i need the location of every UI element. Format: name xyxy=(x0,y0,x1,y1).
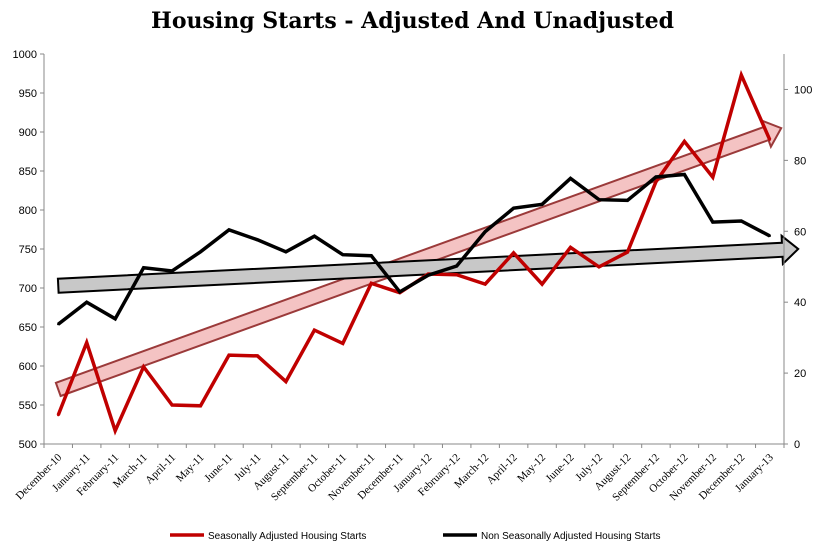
legend-label: Seasonally Adjusted Housing Starts xyxy=(208,531,366,542)
left-tick-label: 900 xyxy=(19,127,37,139)
data-point xyxy=(341,342,345,345)
data-point xyxy=(313,328,316,332)
data-point xyxy=(199,250,202,254)
data-point xyxy=(284,250,288,254)
right-tick-label: 80 xyxy=(794,155,806,167)
chart-title: Housing Starts - Adjusted And Unadjusted xyxy=(151,8,674,34)
trend-arrow xyxy=(56,233,800,294)
x-tick-label: June-12 xyxy=(544,452,577,485)
data-point xyxy=(683,140,686,143)
data-point xyxy=(654,175,658,179)
data-point xyxy=(483,230,487,233)
data-point xyxy=(142,266,145,269)
data-point xyxy=(569,246,572,249)
data-point xyxy=(313,235,316,238)
right-tick-label: 20 xyxy=(794,368,806,380)
series-line xyxy=(57,172,771,326)
data-point xyxy=(227,228,231,232)
data-point xyxy=(199,404,202,407)
data-point xyxy=(455,264,458,268)
x-tick-label: May-12 xyxy=(515,452,548,485)
right-tick-label: 60 xyxy=(794,226,806,238)
data-point xyxy=(711,220,715,224)
data-point xyxy=(455,273,458,276)
x-tick-label: June-11 xyxy=(202,452,235,485)
data-point xyxy=(85,300,88,304)
right-tick-label: 100 xyxy=(794,84,812,96)
data-point xyxy=(597,198,601,201)
data-point xyxy=(540,282,544,286)
data-point xyxy=(341,253,345,256)
trend-arrow xyxy=(54,118,783,398)
data-point xyxy=(57,322,60,326)
data-point xyxy=(256,354,259,358)
data-point xyxy=(398,290,401,294)
data-point xyxy=(170,269,174,273)
data-point xyxy=(626,199,629,202)
left-tick-label: 1000 xyxy=(13,49,37,61)
data-point xyxy=(540,203,544,206)
left-tick-label: 700 xyxy=(19,283,37,295)
right-tick-label: 0 xyxy=(794,439,800,451)
data-point xyxy=(512,207,515,210)
left-tick-label: 600 xyxy=(19,361,37,373)
legend-label: Non Seasonally Adjusted Housing Starts xyxy=(481,531,661,542)
data-point xyxy=(57,413,60,417)
data-point xyxy=(227,353,231,357)
data-point xyxy=(569,177,572,180)
data-point xyxy=(597,265,601,269)
data-point xyxy=(113,317,117,321)
data-point xyxy=(768,234,771,238)
left-tick-label: 650 xyxy=(19,322,37,334)
data-point xyxy=(740,73,743,77)
data-point xyxy=(284,380,288,383)
data-point xyxy=(483,282,487,286)
left-tick-label: 950 xyxy=(19,88,37,100)
right-tick-label: 40 xyxy=(794,297,806,309)
left-tick-label: 850 xyxy=(19,166,37,178)
x-tick-label: April-11 xyxy=(143,452,178,487)
data-point xyxy=(512,251,515,255)
x-tick-label: December-10 xyxy=(14,451,65,502)
left-tick-label: 750 xyxy=(19,244,37,256)
x-tick-label: April-12 xyxy=(484,452,519,487)
data-point xyxy=(427,274,430,277)
series-lines xyxy=(56,69,772,436)
left-tick-label: 550 xyxy=(19,400,37,412)
data-point xyxy=(683,173,686,176)
data-point xyxy=(170,403,174,407)
left-tick-label: 800 xyxy=(19,205,37,217)
data-point xyxy=(256,238,259,241)
data-point xyxy=(768,138,771,141)
data-point xyxy=(654,180,658,184)
legend: Seasonally Adjusted Housing Starts Non Se… xyxy=(170,531,661,542)
data-point xyxy=(370,254,373,257)
data-point xyxy=(740,219,743,223)
data-point xyxy=(113,429,117,432)
trend-arrows xyxy=(54,118,800,398)
data-point xyxy=(142,365,145,368)
left-tick-label: 500 xyxy=(19,439,37,451)
data-point xyxy=(711,176,715,179)
data-point xyxy=(370,282,373,285)
data-point xyxy=(85,341,88,344)
x-tick-label: May-11 xyxy=(174,452,207,485)
data-point xyxy=(626,250,629,254)
